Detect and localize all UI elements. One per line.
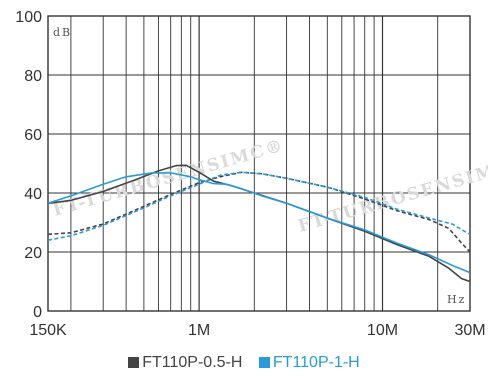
y-tick-label: 60 bbox=[24, 127, 42, 144]
x-tick-label: 30M bbox=[454, 322, 485, 339]
x-tick-label: 150K bbox=[29, 322, 67, 339]
x-tick-label: 1M bbox=[188, 322, 210, 339]
plot-frame bbox=[47, 15, 471, 312]
y-tick-label: 20 bbox=[24, 245, 42, 262]
y-tick-label: 40 bbox=[24, 186, 42, 203]
series-line-average bbox=[47, 171, 471, 253]
legend-item: FT110P-1-H bbox=[258, 354, 360, 372]
series-line-average bbox=[47, 171, 471, 241]
legend-label: FT110P-0.5-H bbox=[142, 354, 243, 371]
y-tick-label: 80 bbox=[24, 68, 42, 85]
legend-swatch bbox=[128, 357, 140, 368]
watermark: FT-TURBOSENSIMC® bbox=[51, 136, 287, 221]
grid bbox=[47, 15, 471, 312]
series-line-peak bbox=[47, 164, 471, 283]
legend-label: FT110P-1-H bbox=[272, 354, 360, 371]
y-tick-label: 100 bbox=[15, 9, 42, 26]
legend: FT110P-0.5-H FT110P-1-H bbox=[0, 354, 488, 372]
y-unit-label: dB bbox=[53, 26, 72, 39]
series-line-peak bbox=[47, 172, 471, 274]
watermark: FT-TURBOSENSIMC® bbox=[296, 152, 488, 237]
legend-item: FT110P-0.5-H bbox=[128, 354, 242, 372]
y-tick-label: 0 bbox=[33, 304, 42, 321]
x-tick-label: 10M bbox=[367, 322, 398, 339]
legend-swatch bbox=[258, 357, 270, 368]
tick-labels: 0 20 40 60 80 100 150K 1M 10M 30M bbox=[15, 9, 485, 339]
x-unit-label: Hz bbox=[447, 293, 466, 306]
series-layer bbox=[47, 164, 471, 283]
